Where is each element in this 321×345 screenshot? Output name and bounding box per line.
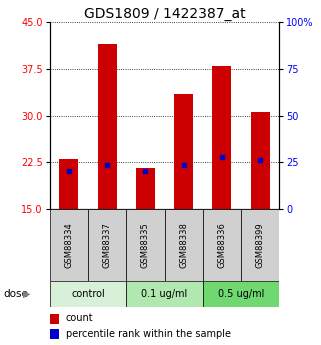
Bar <box>241 209 279 281</box>
Bar <box>126 281 203 307</box>
Bar <box>251 112 270 209</box>
Text: ▶: ▶ <box>23 289 30 299</box>
Text: GSM88399: GSM88399 <box>256 222 265 268</box>
Bar <box>98 44 117 209</box>
Bar <box>212 66 231 209</box>
Text: GSM88337: GSM88337 <box>103 222 112 268</box>
Bar <box>50 329 59 339</box>
Bar <box>136 168 155 209</box>
Title: GDS1809 / 1422387_at: GDS1809 / 1422387_at <box>84 7 245 21</box>
Text: percentile rank within the sample: percentile rank within the sample <box>66 329 231 339</box>
Bar <box>203 209 241 281</box>
Text: 0.5 ug/ml: 0.5 ug/ml <box>218 289 264 299</box>
Text: 0.1 ug/ml: 0.1 ug/ml <box>141 289 188 299</box>
Bar <box>59 159 78 209</box>
Bar <box>174 94 193 209</box>
Text: control: control <box>71 289 105 299</box>
Text: GSM88336: GSM88336 <box>217 222 226 268</box>
Text: GSM88338: GSM88338 <box>179 222 188 268</box>
Bar <box>50 314 59 324</box>
Text: GSM88334: GSM88334 <box>65 222 74 268</box>
Text: GSM88335: GSM88335 <box>141 222 150 268</box>
Bar <box>88 209 126 281</box>
Text: count: count <box>66 313 93 323</box>
Bar <box>164 209 203 281</box>
Text: dose: dose <box>3 289 28 299</box>
Bar <box>203 281 279 307</box>
Bar <box>126 209 164 281</box>
Bar <box>50 281 126 307</box>
Bar <box>50 209 88 281</box>
